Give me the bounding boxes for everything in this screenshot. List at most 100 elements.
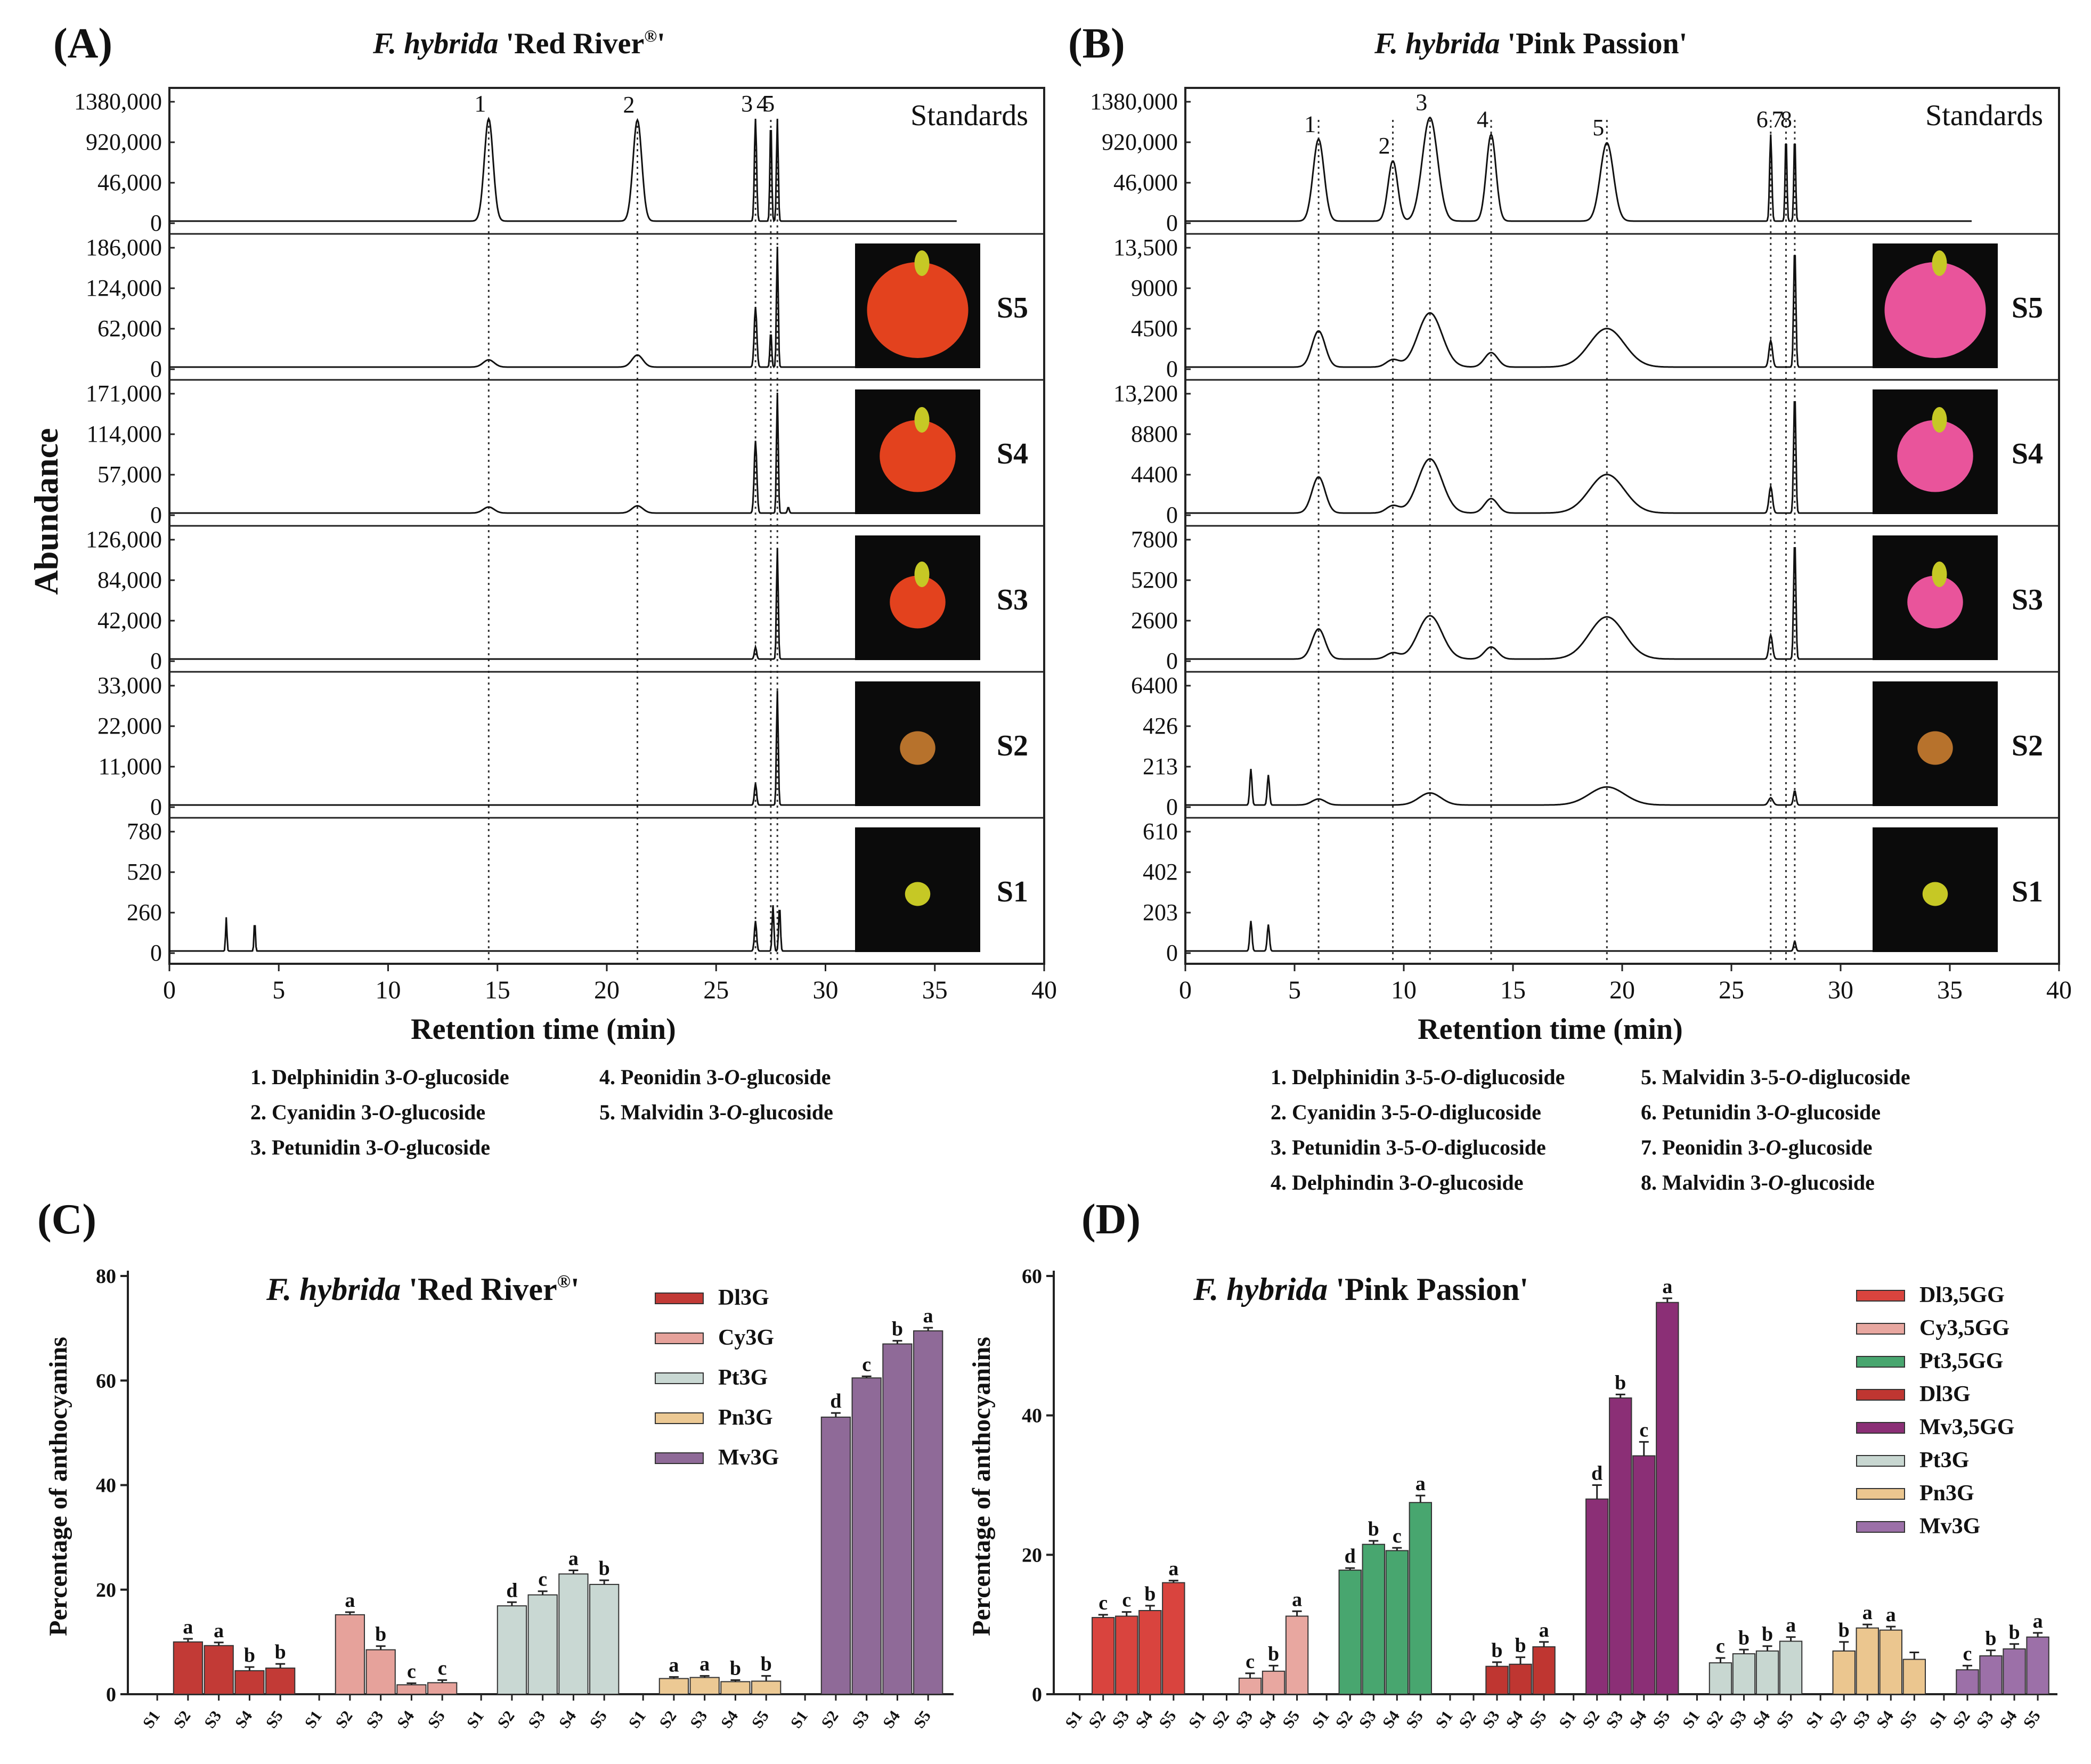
y-tick-label: 20 [96, 1579, 116, 1602]
significance-letter: b [1144, 1583, 1156, 1605]
legend-swatch-pt3g [1856, 1455, 1905, 1467]
significance-letter: b [1491, 1639, 1502, 1662]
y-tick-label: 920,000 [1102, 129, 1178, 155]
y-tick-label: 46,000 [97, 169, 162, 196]
y-tick-label: 213 [1143, 753, 1178, 779]
bar-dl3g-s4 [234, 1670, 265, 1695]
significance-letter: d [1591, 1462, 1602, 1485]
trace-s4 [1185, 401, 1972, 514]
y-tick-label: 0 [150, 940, 162, 966]
significance-letter: c [438, 1657, 447, 1680]
significance-letter: b [1515, 1635, 1526, 1657]
y-tick-label: 13,500 [1113, 234, 1178, 261]
stage-label-s2: S2 [997, 729, 1028, 762]
flower-photo-s5 [1873, 243, 1998, 368]
trace-standards [1185, 116, 1972, 222]
panel-a-compound-legend: 1. Delphinidin 3-O-glucoside 2. Cyanidin … [250, 1065, 833, 1159]
x-tick-label: 10 [376, 976, 401, 1004]
legend-label-pn3g: Pn3G [1919, 1481, 1974, 1506]
x-tick-label: 15 [485, 976, 510, 1004]
legend-swatch-pn3g [655, 1412, 704, 1424]
bar-pt3g-s3 [527, 1594, 558, 1695]
legend-label-pt35gg: Pt3,5GG [1919, 1349, 2003, 1373]
peak-number-3: 3 [741, 91, 753, 117]
stage-label-s3: S3 [997, 583, 1028, 616]
significance-letter: c [1246, 1651, 1255, 1673]
panel-c-y-axis-label: Percentage of anthocyanins [44, 1337, 72, 1636]
significance-letter: c [1963, 1643, 1972, 1665]
trace-s3 [1185, 547, 1972, 660]
y-tick-label: 0 [1166, 940, 1178, 966]
legend-label-mv3g: Mv3G [718, 1445, 779, 1470]
bar-mv3g-s4 [2003, 1648, 2026, 1695]
significance-letter: b [1268, 1643, 1279, 1665]
significance-letter: b [375, 1623, 386, 1646]
flower-photo-s5 [855, 243, 980, 368]
y-tick-label: 186,000 [86, 234, 162, 261]
significance-letter: a [1662, 1275, 1672, 1298]
y-tick-label: 60 [96, 1370, 116, 1392]
panel-letter-b: (B) [1068, 20, 1125, 67]
trace-s5 [169, 246, 957, 369]
bar-dl3g-s3 [204, 1645, 234, 1695]
panel-b-title: F. hybrida 'Pink Passion' [1374, 27, 1687, 60]
stage-label-s3: S3 [2012, 583, 2043, 616]
standards-label: Standards [1925, 99, 2043, 132]
compound-legend-item: 7. Peonidin 3-O-glucoside [1641, 1135, 1873, 1159]
trace-s2 [169, 690, 957, 806]
y-tick-label: 610 [1143, 818, 1178, 844]
significance-letter: a [1415, 1473, 1426, 1495]
significance-letter: a [183, 1616, 193, 1638]
significance-letter: a [345, 1589, 355, 1612]
y-tick-label: 0 [1166, 356, 1178, 382]
y-tick-label: 80 [96, 1265, 116, 1288]
bar-mv3g-s3 [1979, 1655, 2003, 1695]
legend-label-mv35gg: Mv3,5GG [1919, 1415, 2014, 1440]
bar-mv35gg-s4 [1632, 1455, 1656, 1695]
significance-letter: a [1886, 1604, 1896, 1626]
x-tick-label: 25 [1719, 976, 1744, 1004]
bar-pn3g-s3 [689, 1677, 720, 1695]
stage-label-s2: S2 [2012, 729, 2043, 762]
legend-swatch-pn3g [1856, 1488, 1905, 1500]
significance-letter: c [1716, 1635, 1725, 1657]
trace-s5 [1185, 255, 1972, 368]
stage-label-s5: S5 [997, 291, 1028, 324]
flower-photo-s3 [1873, 535, 1998, 660]
bar-dl35gg-s3 [1115, 1615, 1138, 1695]
peak-number-1: 1 [1304, 111, 1316, 137]
y-tick-label: 84,000 [97, 567, 162, 593]
flower-photo-s4 [1873, 389, 1998, 514]
bar-dl3g-s5 [265, 1667, 296, 1695]
significance-letter: a [1292, 1588, 1302, 1611]
bar-pt3g-s5 [1779, 1640, 1803, 1695]
significance-letter: a [1862, 1602, 1873, 1624]
bar-pt3g-s5 [589, 1583, 620, 1695]
y-tick-label: 13,200 [1113, 380, 1178, 407]
panel-letter-c: (C) [37, 1196, 96, 1243]
legend-label-dl35gg: Dl3,5GG [1919, 1283, 2005, 1307]
significance-letter: a [2033, 1610, 2043, 1632]
compound-legend-item: 8. Malvidin 3-O-glucoside [1641, 1170, 1875, 1194]
significance-letter: a [669, 1654, 679, 1677]
stage-label-s1: S1 [2012, 875, 2043, 908]
panel-a-x-axis-label: Retention time (min) [411, 1013, 676, 1046]
panel-b-compound-legend: 1. Delphinidin 3-5-O-diglucoside 2. Cyani… [1271, 1065, 1910, 1194]
panel-c-title: F. hybrida 'Red River®' [266, 1272, 580, 1307]
panel-letter-a: (A) [53, 20, 112, 67]
peak-number-6: 6 [1756, 106, 1768, 132]
significance-letter: b [275, 1641, 286, 1663]
bar-pt3g-s4 [1755, 1650, 1779, 1695]
significance-letter: a [1168, 1558, 1178, 1580]
y-tick-label: 1380,000 [74, 88, 162, 115]
bar-cy3g-s4 [396, 1684, 427, 1695]
compound-legend-item: 4. Peonidin 3-O-glucoside [599, 1065, 831, 1089]
trace-s3 [169, 548, 957, 660]
bar-pn3g-s5 [751, 1680, 782, 1695]
y-tick-label: 0 [150, 210, 162, 236]
legend-label-pt3g: Pt3G [1919, 1448, 1969, 1473]
x-tick-label: 25 [703, 976, 729, 1004]
y-tick-label: 20 [1022, 1544, 1042, 1566]
x-tick-label: 20 [594, 976, 620, 1004]
